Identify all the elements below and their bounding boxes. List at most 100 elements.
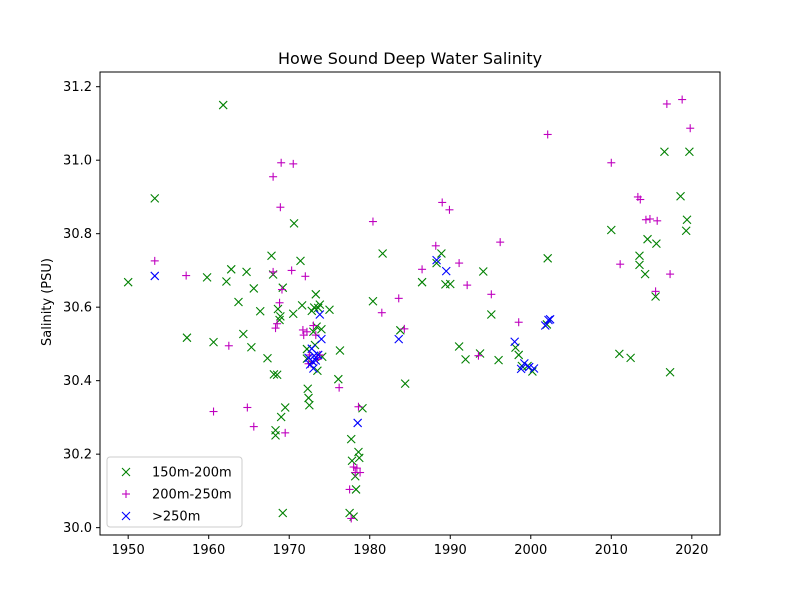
- legend-box: [106, 456, 243, 528]
- data-point-200m-250m: [686, 124, 695, 133]
- data-point-150m-200m: [276, 412, 286, 422]
- data-point-200m-250m: [474, 351, 483, 360]
- data-point-150m-200m: [275, 311, 285, 321]
- data-point-150m-200m: [454, 342, 464, 351]
- data-point-150m-200m: [150, 194, 160, 203]
- y-tick-label: 31.2: [63, 80, 92, 95]
- data-point-150m-200m: [685, 147, 694, 157]
- data-point-150m-200m: [368, 296, 378, 306]
- data-point-200m-250m: [276, 203, 285, 212]
- data-point-150m-200m: [682, 215, 692, 225]
- data-point-150m-200m: [289, 219, 299, 228]
- y-axis-label: Salinity (PSU): [40, 258, 55, 346]
- data-point-150m-200m: [417, 277, 427, 287]
- data-point-150m-200m: [651, 292, 660, 301]
- y-tick-label: 30.6: [63, 301, 92, 316]
- data-point-200m-250m: [345, 485, 354, 494]
- data-point-200m-250m: [445, 205, 454, 214]
- data-point-150m-200m: [309, 303, 319, 312]
- legend: 150m-200m 200m-250m >250m: [106, 456, 243, 528]
- data-point-150m-200m: [238, 329, 248, 339]
- data-point-200m-250m: [354, 402, 363, 411]
- data-point-200m-250m: [463, 281, 472, 290]
- x-tick-label: 1980: [353, 543, 386, 558]
- data-point-150m-200m: [288, 309, 298, 319]
- data-point-150m-200m: [313, 366, 322, 376]
- data-point-150m-200m: [263, 353, 272, 363]
- data-point-150m-200m: [234, 297, 243, 307]
- data-point-200m-250m: [275, 298, 284, 307]
- data-point-200m-250m: [636, 195, 645, 204]
- data-point-200m-250m: [438, 198, 447, 207]
- data-point-200m-250m: [269, 172, 278, 181]
- data-point-200m-250m: [377, 308, 386, 317]
- data-point-150m-200m: [676, 191, 685, 201]
- data-point-over-250m: [544, 315, 553, 325]
- data-point-150m-200m: [249, 284, 259, 293]
- data-point-over-250m: [308, 364, 318, 373]
- data-point-150m-200m: [280, 403, 290, 412]
- data-point-200m-250m: [289, 159, 298, 168]
- data-point-200m-250m: [281, 428, 290, 437]
- x-tick-label: 1990: [434, 543, 467, 558]
- data-point-200m-250m: [299, 331, 308, 340]
- plot-frame: [99, 71, 721, 536]
- data-point-150m-200m: [614, 349, 624, 359]
- data-point-200m-250m: [349, 463, 358, 472]
- data-point-150m-200m: [317, 324, 326, 334]
- data-point-150m-200m: [652, 239, 661, 248]
- data-point-200m-250m: [394, 294, 403, 303]
- data-point-150m-200m: [304, 393, 313, 403]
- data-point-150m-200m: [222, 277, 231, 286]
- data-point-150m-200m: [123, 277, 133, 287]
- data-point-200m-250m: [224, 341, 233, 350]
- y-tick-label: 30.8: [63, 227, 92, 242]
- data-point-150m-200m: [202, 273, 212, 282]
- data-point-200m-250m: [315, 350, 324, 359]
- data-point-150m-200m: [242, 267, 251, 277]
- data-point-200m-250m: [653, 216, 662, 225]
- data-point-150m-200m: [681, 226, 691, 236]
- data-point-200m-250m: [496, 238, 505, 247]
- data-point-150m-200m: [437, 249, 446, 258]
- data-point-150m-200m: [606, 225, 616, 235]
- data-point-over-250m: [311, 356, 321, 365]
- data-point-over-250m: [540, 321, 550, 330]
- data-point-over-250m: [519, 359, 529, 368]
- data-point-150m-200m: [395, 325, 405, 335]
- y-tick-label: 30.2: [63, 448, 92, 463]
- legend-label: >250m: [152, 510, 200, 525]
- data-point-over-250m: [308, 357, 317, 366]
- data-point-150m-200m: [303, 384, 313, 394]
- data-point-150m-200m: [354, 453, 364, 463]
- data-point-200m-250m: [311, 331, 320, 340]
- data-point-200m-250m: [347, 514, 356, 523]
- data-point-150m-200m: [209, 337, 218, 347]
- data-point-150m-200m: [312, 322, 321, 332]
- data-point-150m-200m: [218, 100, 228, 110]
- data-point-150m-200m: [378, 249, 388, 258]
- data-point-200m-250m: [678, 95, 687, 104]
- data-point-150m-200m: [494, 355, 503, 365]
- data-point-200m-250m: [352, 464, 361, 473]
- data-point-150m-200m: [226, 264, 236, 274]
- data-point-200m-250m: [150, 256, 159, 265]
- data-point-150m-200m: [432, 258, 441, 268]
- data-point-200m-250m: [607, 158, 616, 167]
- y-tick-label: 31.0: [63, 154, 92, 169]
- data-point-200m-250m: [335, 383, 344, 392]
- data-point-150m-200m: [273, 304, 283, 314]
- x-tick-label: 1960: [192, 543, 225, 558]
- data-point-200m-250m: [651, 287, 660, 296]
- data-point-over-250m: [510, 337, 520, 347]
- data-point-150m-200m: [528, 367, 537, 376]
- axis-ticks: 1950 1960 1970 1980 1990 2000 2010 2020 30.0 30.2…: [63, 80, 708, 558]
- chart-title: Howe Sound Deep Water Salinity: [278, 49, 542, 68]
- data-point-150m-200m: [346, 434, 356, 444]
- data-point-over-250m: [317, 334, 326, 344]
- data-point-200m-250m: [298, 325, 307, 334]
- data-point-150m-200m: [325, 305, 334, 315]
- legend-marker: [122, 490, 130, 498]
- data-point-150m-200m: [475, 349, 485, 358]
- data-point-over-250m: [545, 314, 555, 324]
